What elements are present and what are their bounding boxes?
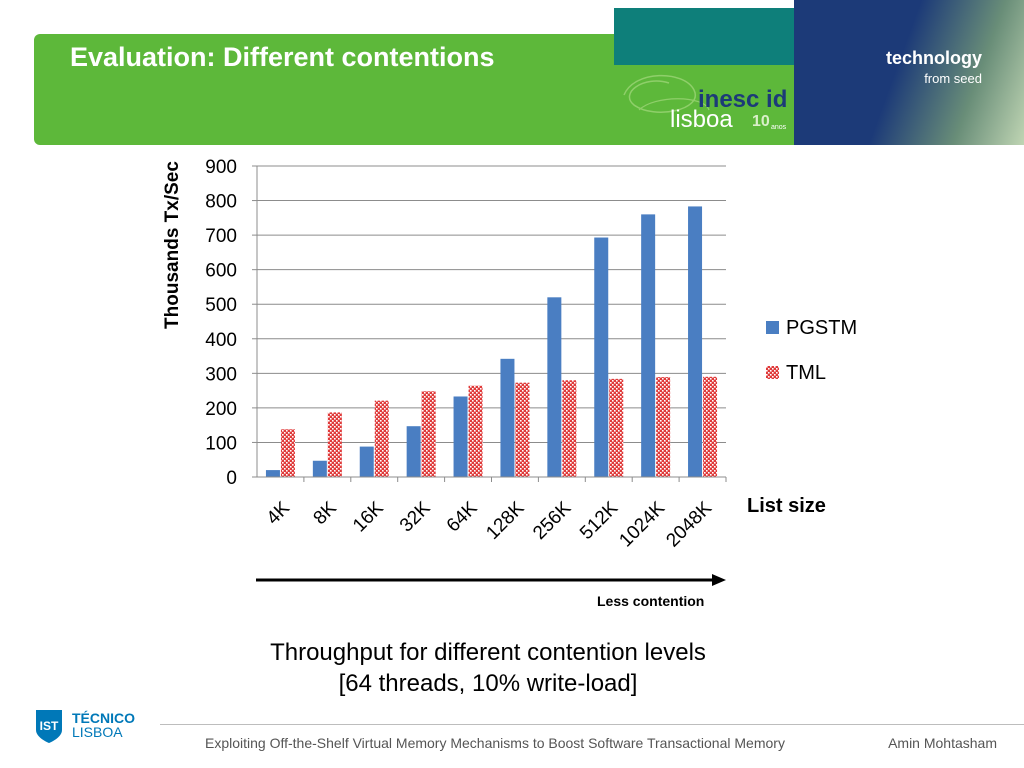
contention-arrow-icon <box>256 574 726 586</box>
pgstm-bar <box>547 297 562 477</box>
x-tick-label: 32K <box>396 497 435 536</box>
y-tick-label: 800 <box>205 192 237 213</box>
tml-bar <box>562 380 577 477</box>
inesc-swirl-icon <box>623 74 710 113</box>
tml-bar <box>703 376 718 477</box>
pgstm-bar <box>594 237 609 477</box>
inesc-logo-text: inesc id <box>698 86 788 113</box>
tml-bar <box>280 429 295 477</box>
y-tick-label: 400 <box>205 330 237 351</box>
caption-line-2: [64 threads, 10% write-load] <box>338 670 638 697</box>
y-tick-label: 700 <box>205 226 237 247</box>
legend-label: PGSTM <box>786 317 857 339</box>
x-tick-label: 8K <box>310 497 342 529</box>
legend-pgstm-swatch <box>766 321 779 334</box>
pgstm-bar <box>688 206 703 477</box>
header-gradient <box>794 0 1024 145</box>
slide-title: Evaluation: Different contentions <box>70 42 495 72</box>
pgstm-bar <box>641 214 656 477</box>
anos-number: 10 <box>752 113 770 130</box>
tecnico-shield-icon: IST <box>36 710 62 743</box>
legend-label: TML <box>786 362 826 384</box>
pgstm-bar <box>265 470 280 477</box>
tml-bar <box>327 412 342 477</box>
pgstm-bar <box>453 396 468 477</box>
less-contention-label: Less contention <box>597 593 705 609</box>
pgstm-bar <box>359 446 374 477</box>
y-tick-label: 500 <box>205 295 237 316</box>
tml-bar <box>609 378 624 477</box>
x-tick-label: 16K <box>349 497 388 536</box>
footer-divider <box>160 724 1024 725</box>
tagline-sub: from seed <box>924 71 982 86</box>
tml-bar <box>374 400 389 477</box>
tml-bar <box>421 391 436 477</box>
x-tick-label: 256K <box>529 497 575 543</box>
svg-text:IST: IST <box>40 719 59 733</box>
pgstm-bar <box>406 426 421 477</box>
pgstm-bar <box>312 460 327 477</box>
institution-name: TÉCNICO <box>72 710 135 726</box>
legend-tml-swatch <box>766 366 779 379</box>
y-tick-label: 0 <box>226 468 237 489</box>
header-teal-block <box>614 8 794 65</box>
footer-title: Exploiting Off-the-Shelf Virtual Memory … <box>205 735 785 751</box>
lisboa-logo-text: lisboa <box>670 106 733 133</box>
x-axis-label: List size <box>747 495 826 517</box>
throughput-bar-chart: 0 100 200 300 400 500 600 700 800 900 4K 8K 16K 32K 64… <box>162 157 857 551</box>
institution-city: LISBOA <box>72 724 123 740</box>
tml-bar <box>468 385 483 477</box>
tml-bar <box>656 377 671 477</box>
grid-lines <box>257 165 726 478</box>
bars <box>265 206 718 477</box>
tagline-main: technology <box>885 48 982 68</box>
pgstm-bar <box>500 358 515 477</box>
x-tick-label: 2048K <box>662 497 716 551</box>
y-tick-label: 300 <box>205 364 237 385</box>
anos-label: anos <box>771 124 787 131</box>
x-tick-label: 4K <box>263 497 295 529</box>
x-tick-label: 64K <box>443 497 482 536</box>
y-tick-label: 100 <box>205 433 237 454</box>
caption-line-1: Throughput for different contention leve… <box>270 639 706 666</box>
legend: PGSTM TML <box>766 317 857 384</box>
y-tick-label: 900 <box>205 157 237 178</box>
x-tick-label: 1024K <box>615 497 669 551</box>
footer-author: Amin Mohtasham <box>888 735 997 751</box>
y-tick-label: 600 <box>205 261 237 282</box>
y-tick-label: 200 <box>205 399 237 420</box>
y-axis-label: Thousands Tx/Sec <box>162 161 183 329</box>
tml-bar <box>515 382 530 477</box>
x-tick-label: 128K <box>482 497 528 543</box>
